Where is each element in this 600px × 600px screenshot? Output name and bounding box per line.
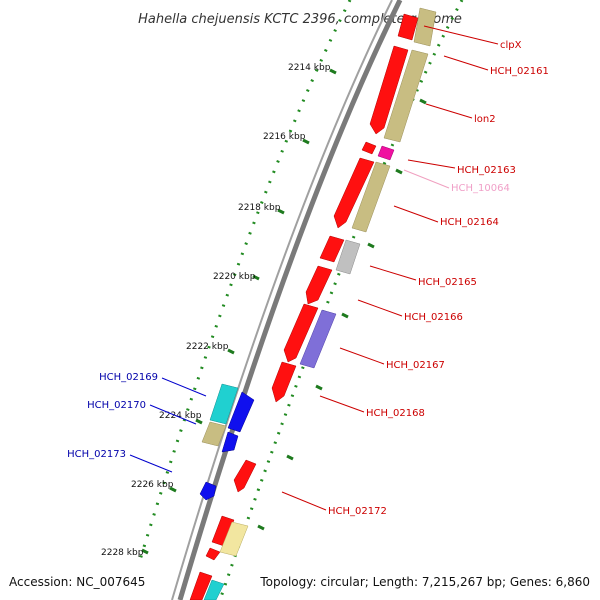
- forward-genes: [189, 13, 419, 600]
- gene-HCH_02166[interactable]: [305, 265, 333, 305]
- label-lon2[interactable]: lon2: [474, 114, 496, 125]
- gene-red-bottom[interactable]: [189, 571, 213, 600]
- tick-label: 2228 kbp: [101, 548, 144, 558]
- label-HCH_02168[interactable]: HCH_02168: [366, 408, 425, 419]
- label-HCH_02161[interactable]: HCH_02161: [490, 66, 549, 77]
- tick-label: 2220 kbp: [213, 272, 256, 282]
- gene-khaki-lon2: [383, 49, 429, 143]
- label-HCH_02165[interactable]: HCH_02165: [418, 277, 477, 288]
- label-HCH_02169[interactable]: HCH_02169: [99, 372, 158, 383]
- label-clpX[interactable]: clpX: [500, 40, 522, 51]
- tick-marks: [141, 68, 427, 555]
- gene-khaki-top: [413, 7, 437, 47]
- tick-labels: 2214 kbp 2216 kbp 2218 kbp 2220 kbp 2222…: [101, 63, 331, 558]
- tick-label: 2218 kbp: [238, 203, 281, 213]
- label-HCH_02173[interactable]: HCH_02173: [67, 449, 126, 460]
- gene-pale-yellow: [219, 521, 249, 557]
- gene-khaki-02164: [351, 161, 391, 233]
- gene-khaki-left: [201, 421, 227, 447]
- gene-HCH_02170[interactable]: [227, 391, 255, 433]
- accession-text: Accession: NC_007645: [9, 575, 145, 589]
- gene-HCH_02173[interactable]: [199, 481, 217, 501]
- left-labels: HCH_02169 HCH_02170 HCH_02173: [67, 372, 158, 460]
- tick-label: 2226 kbp: [131, 480, 174, 490]
- gene-HCH_02172[interactable]: [233, 459, 257, 493]
- label-HCH_10064[interactable]: HCH_10064: [451, 183, 510, 194]
- tick-label: 2216 kbp: [263, 132, 306, 142]
- gene-HCH_02167[interactable]: [283, 303, 319, 363]
- gene-red-lower-2[interactable]: [205, 547, 221, 561]
- gene-HCH_02168[interactable]: [271, 361, 297, 403]
- label-HCH_02166[interactable]: HCH_02166: [404, 312, 463, 323]
- inner-tick-track: [138, 0, 352, 561]
- tick-label: 2222 kbp: [186, 342, 229, 352]
- right-label-connectors: [281, 25, 499, 511]
- left-label-connectors: [129, 377, 207, 473]
- gene-grey: [335, 239, 361, 275]
- gene-HCH_02165[interactable]: [319, 235, 345, 263]
- label-HCH_02172[interactable]: HCH_02172: [328, 506, 387, 517]
- tick-label: 2214 kbp: [288, 63, 331, 73]
- connector-HCH_10064: [403, 169, 450, 189]
- gene-blue-2[interactable]: [221, 431, 239, 453]
- gene-clpX[interactable]: [397, 13, 419, 41]
- gene-HCH_02169[interactable]: [209, 383, 239, 425]
- gene-magenta: [377, 145, 395, 161]
- label-HCH_02163[interactable]: HCH_02163: [457, 165, 516, 176]
- right-labels: clpX HCH_02161 lon2 HCH_02163 HCH_10064 …: [328, 40, 549, 517]
- tick-label: 2224 kbp: [159, 411, 202, 421]
- label-HCH_02164[interactable]: HCH_02164: [440, 217, 499, 228]
- gene-violet: [299, 309, 337, 369]
- gene-HCH_02164[interactable]: [333, 157, 375, 229]
- label-HCH_02170[interactable]: HCH_02170: [87, 400, 146, 411]
- gene-cyan-bottom: [203, 579, 225, 600]
- gene-HCH_02161[interactable]: [369, 45, 409, 135]
- label-HCH_02167[interactable]: HCH_02167: [386, 360, 445, 371]
- gene-HCH_02163[interactable]: [361, 141, 377, 155]
- genome-summary-text: Topology: circular; Length: 7,215,267 bp…: [259, 575, 590, 589]
